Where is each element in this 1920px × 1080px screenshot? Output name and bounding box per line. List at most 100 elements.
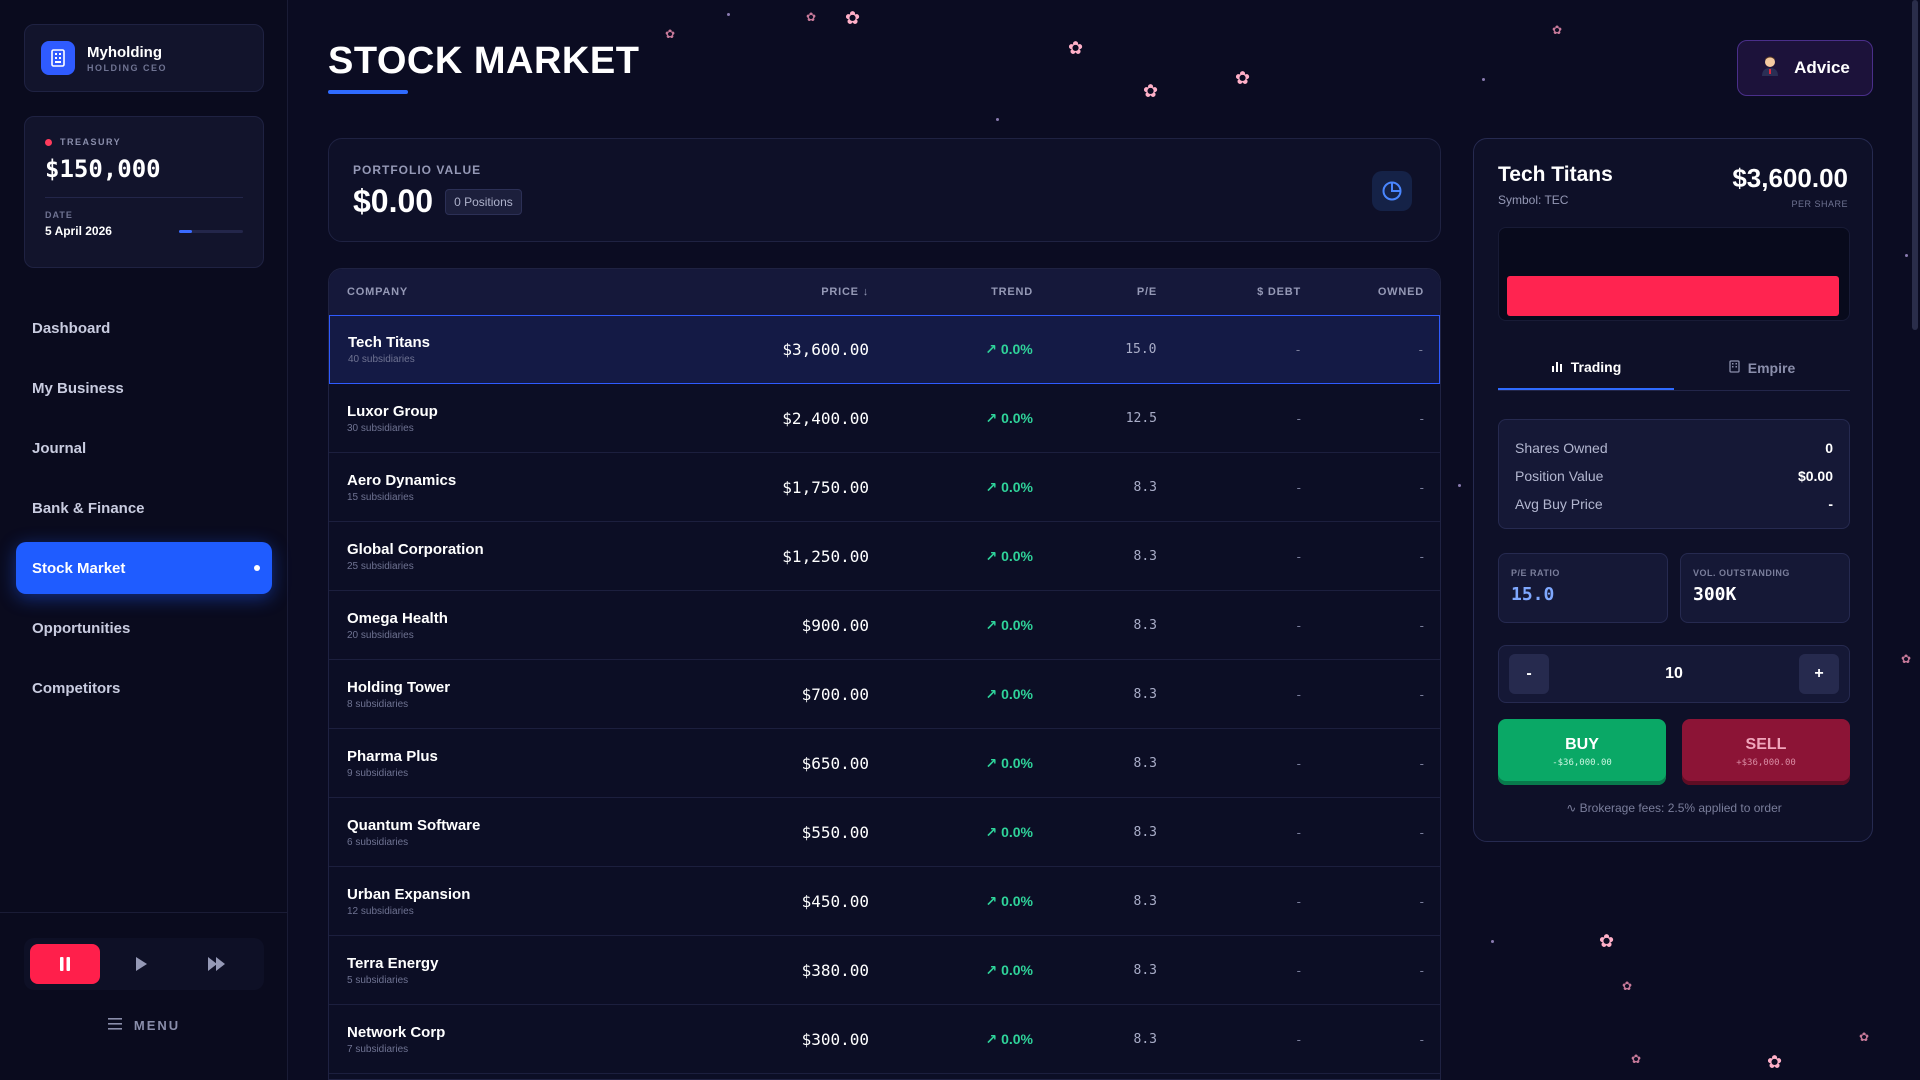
trend-value: 0.0%: [1001, 616, 1033, 633]
table-row[interactable]: Holding Tower 8 subsidiaries $700.00 ↗ 0.0%…: [329, 660, 1440, 729]
debt-cell: -: [1296, 755, 1301, 771]
trend-up-icon: ↗: [985, 754, 998, 771]
speck-decoration: [1491, 940, 1494, 943]
price-cell: $380.00: [801, 960, 869, 980]
menu-button[interactable]: MENU: [0, 1018, 288, 1033]
avg-buy-price-label: Avg Buy Price: [1515, 496, 1603, 512]
table-row[interactable]: Terra Energy 5 subsidiaries $380.00 ↗ 0.0% 8…: [329, 936, 1440, 1005]
table-row[interactable]: Global Corporation 25 subsidiaries $1,250.…: [329, 522, 1440, 591]
sell-button[interactable]: SELL +$36,000.00: [1682, 719, 1850, 785]
company-name: Terra Energy: [347, 954, 439, 972]
pie-chart-button[interactable]: [1372, 171, 1412, 211]
blossom-decoration: ✿: [1901, 652, 1912, 666]
trend-value: 0.0%: [1001, 547, 1033, 564]
increase-quantity-button[interactable]: +: [1798, 654, 1839, 694]
volume-outstanding-label: VOL. OUTSTANDING: [1693, 568, 1790, 578]
pe-cell: 8.3: [1133, 686, 1157, 702]
buy-button[interactable]: BUY -$36,000.00: [1498, 719, 1666, 785]
header-company[interactable]: COMPANY: [347, 286, 409, 298]
company-name: Urban Expansion: [347, 885, 471, 903]
play-button[interactable]: [106, 944, 176, 984]
header-trend[interactable]: TREND: [991, 286, 1033, 298]
company-subsidiaries: 40 subsidiaries: [348, 354, 415, 365]
company-cell: Holding Tower 8 subsidiaries: [329, 679, 719, 710]
table-row[interactable]: Aero Dynamics 15 subsidiaries $1,750.00 ↗ 0…: [329, 453, 1440, 522]
table-row[interactable]: Urban Expansion 12 subsidiaries $450.00 ↗ 0…: [329, 867, 1440, 936]
quantity-value[interactable]: 10: [1665, 665, 1683, 682]
nav-item-competitors[interactable]: Competitors: [32, 679, 121, 697]
owned-cell: -: [1419, 686, 1424, 702]
company-name: Luxor Group: [347, 402, 438, 420]
tab-empire[interactable]: Empire: [1674, 345, 1850, 390]
fast-forward-button[interactable]: [182, 944, 252, 984]
trend-up-icon: ↗: [985, 961, 998, 978]
company-cell: Aero Dynamics 15 subsidiaries: [329, 472, 719, 503]
table-row[interactable]: Network Corp 7 subsidiaries $300.00 ↗ 0.0% 8…: [329, 1005, 1440, 1074]
nav-item-dashboard[interactable]: Dashboard: [32, 319, 111, 337]
decrease-quantity-button[interactable]: -: [1509, 654, 1549, 694]
brokerage-fees-text: Brokerage fees: 2.5% applied to order: [1579, 801, 1782, 815]
debt-cell: -: [1296, 410, 1301, 426]
volume-outstanding-value: 300K: [1693, 584, 1737, 605]
tab-empire-label: Empire: [1747, 359, 1796, 376]
table-row[interactable]: Tech Titans 40 subsidiaries $3,600.00 ↗ 0.0…: [329, 315, 1440, 384]
price-cell: $1,250.00: [782, 546, 869, 566]
table-row[interactable]: Pharma Plus 9 subsidiaries $650.00 ↗ 0.0% 8.…: [329, 729, 1440, 798]
speck-decoration: [727, 13, 730, 16]
trend-cell: ↗ 0.0%: [869, 962, 1033, 979]
company-cell: Global Corporation 25 subsidiaries: [329, 541, 719, 572]
blossom-decoration: ✿: [1631, 1052, 1642, 1066]
blossom-decoration: ✿: [1143, 81, 1159, 101]
advice-button[interactable]: Advice: [1737, 40, 1873, 96]
table-row[interactable]: Luxor Group 30 subsidiaries $2,400.00 ↗ 0.0…: [329, 384, 1440, 453]
brand-card[interactable]: Myholding HOLDING CEO: [24, 24, 264, 92]
header-owned[interactable]: OWNED: [1377, 286, 1424, 298]
header-price[interactable]: PRICE ↓: [719, 286, 869, 298]
company-subsidiaries: 15 subsidiaries: [347, 491, 414, 503]
owned-cell: -: [1419, 824, 1424, 840]
header-debt[interactable]: $ DEBT: [1157, 286, 1301, 298]
activity-icon: ∿: [1566, 801, 1577, 815]
nav-item-opportunities[interactable]: Opportunities: [32, 619, 131, 637]
company-name: Global Corporation: [347, 540, 484, 558]
trend-up-icon: ↗: [985, 547, 998, 564]
pe-cell: 8.3: [1133, 755, 1157, 771]
page-title: STOCK MARKET: [328, 40, 640, 82]
divider: [45, 197, 243, 198]
company-subsidiaries: 20 subsidiaries: [347, 629, 414, 641]
pause-icon: [60, 957, 70, 971]
nav-item-bank-finance[interactable]: Bank & Finance: [32, 499, 145, 517]
hamburger-icon: [107, 1018, 122, 1033]
table-row[interactable]: Quantum Software 6 subsidiaries $550.00 ↗ 0…: [329, 798, 1440, 867]
header-debt-label: DEBT: [1267, 286, 1301, 298]
price-cell: $650.00: [801, 753, 869, 773]
blossom-decoration: ✿: [1068, 38, 1084, 58]
trend-cell: ↗ 0.0%: [869, 479, 1033, 496]
price-bar: [1507, 276, 1839, 316]
price-cell: $1,750.00: [782, 477, 869, 497]
pause-button[interactable]: [30, 944, 100, 984]
tab-trading[interactable]: Trading: [1498, 345, 1674, 390]
buy-label: BUY: [1565, 736, 1599, 753]
portfolio-label: PORTFOLIO VALUE: [353, 163, 482, 177]
sort-down-icon: ↓: [862, 286, 869, 298]
owned-cell: -: [1419, 1031, 1424, 1047]
trend-cell: ↗ 0.0%: [869, 410, 1033, 427]
header-price-label: PRICE: [821, 286, 859, 298]
pe-cell: 8.3: [1133, 479, 1157, 495]
treasury-value: $150,000: [45, 155, 161, 183]
pe-ratio-label: P/E RATIO: [1511, 568, 1560, 578]
volume-outstanding-box: VOL. OUTSTANDING 300K: [1680, 553, 1850, 623]
date-progress-bar: [179, 229, 243, 233]
company-cell: Tech Titans 40 subsidiaries: [330, 334, 719, 365]
table-row[interactable]: Omega Health 20 subsidiaries $900.00 ↗ 0.0%…: [329, 591, 1440, 660]
pe-cell: 8.3: [1133, 617, 1157, 633]
debt-cell: -: [1296, 686, 1301, 702]
header-pe[interactable]: P/E: [1136, 286, 1157, 298]
scrollbar[interactable]: [1912, 0, 1918, 330]
fast-forward-icon: [208, 957, 225, 971]
nav-item-my-business[interactable]: My Business: [32, 379, 124, 397]
nav-item-journal[interactable]: Journal: [32, 439, 87, 457]
nav-item-stock-market[interactable]: Stock Market: [16, 542, 272, 594]
company-subsidiaries: 5 subsidiaries: [347, 974, 409, 986]
